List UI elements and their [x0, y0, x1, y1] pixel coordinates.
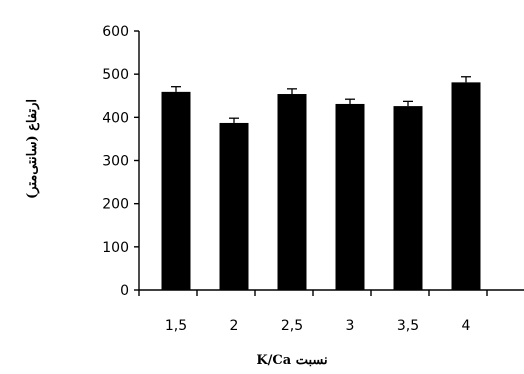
y-tick-label: 600: [102, 24, 129, 40]
x-tick-label: 1,5: [165, 318, 187, 334]
x-axis-title: نسبت K/Ca: [256, 353, 327, 368]
y-axis: 0 100 200 300 400 500 600: [102, 24, 140, 299]
x-tick-label: 4: [462, 318, 471, 334]
y-tick-label: 200: [102, 197, 129, 213]
y-tick-label: 400: [102, 110, 129, 126]
x-tick-label: 3,5: [397, 318, 419, 334]
y-tick-label: 500: [102, 67, 129, 83]
x-tick-label: 2,5: [281, 318, 303, 334]
bar: [393, 106, 423, 290]
y-axis-title: ارتفاع (سانتی‌متر): [25, 99, 40, 199]
bar: [219, 122, 249, 290]
bar: [451, 82, 481, 290]
x-tick-label: 2: [230, 318, 239, 334]
y-tick-label: 100: [102, 240, 129, 256]
y-tick-label: 300: [102, 154, 129, 170]
bar: [335, 103, 365, 291]
y-tick-label: 0: [120, 283, 129, 299]
x-axis: 1,5 2 2,5 3 3,5 4: [138, 289, 524, 334]
bars: [161, 76, 481, 291]
bar: [161, 91, 191, 291]
x-tick-label: 3: [346, 318, 355, 334]
bar: [277, 94, 307, 290]
